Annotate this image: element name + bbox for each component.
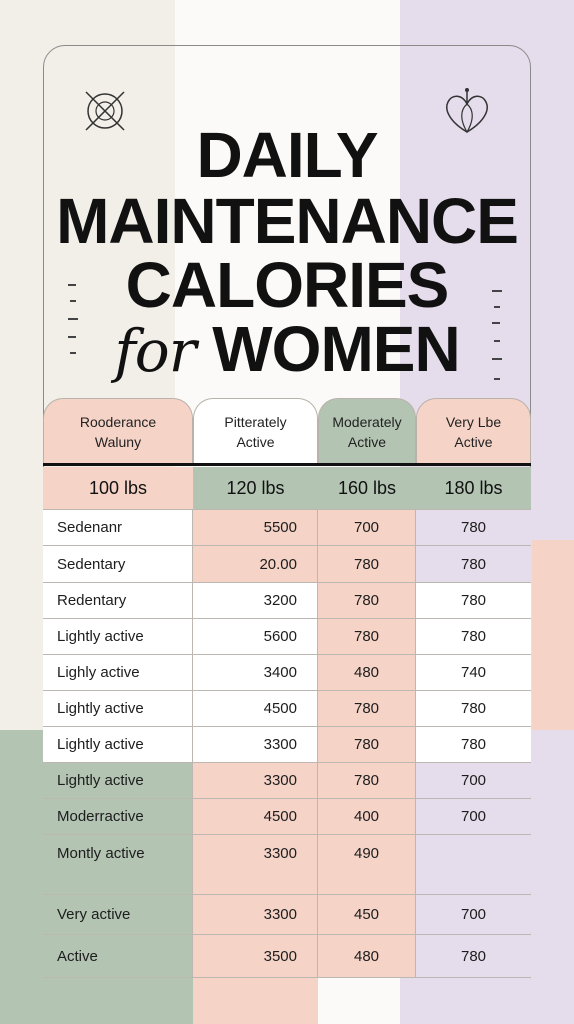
value-col-2: 5600 [193, 619, 318, 654]
value-col-3: 400 [318, 799, 416, 834]
activity-label: Very active [43, 895, 193, 934]
activity-label: Lightly active [43, 691, 193, 726]
table-header-row: Rooderance Waluny Pitterately Active Mod… [43, 398, 531, 464]
header-col-1: Rooderance Waluny [43, 398, 193, 464]
table-row: Redentary 3200 780 780 [43, 582, 531, 618]
weight-col-1: 100 lbs [43, 467, 193, 509]
value-col-4: 780 [416, 691, 531, 726]
value-col-2: 3300 [193, 727, 318, 762]
value-col-4: 700 [416, 895, 531, 934]
value-col-3: 780 [318, 619, 416, 654]
table-row: Lightly active 3300 780 700 [43, 762, 531, 798]
header-col-2: Pitterately Active [193, 398, 318, 464]
value-col-4: 780 [416, 510, 531, 545]
activity-label: Active [43, 935, 193, 977]
table-row: Active 3500 480 780 [43, 934, 531, 978]
title-line-3: CALORIES [125, 249, 450, 321]
table-row: Sedenanr 5500 700 780 [43, 509, 531, 545]
value-col-3: 780 [318, 727, 416, 762]
activity-label: Montly active [43, 835, 193, 894]
title-line-4: for WOMEN [0, 312, 574, 386]
value-col-3: 480 [318, 935, 416, 977]
weight-col-4: 180 lbs [416, 467, 531, 509]
heart-outline-icon [446, 88, 488, 134]
table-row: Lightly active 3300 780 780 [43, 726, 531, 762]
value-col-3: 780 [318, 546, 416, 582]
weight-col-3: 160 lbs [318, 467, 416, 509]
value-col-4: 740 [416, 655, 531, 690]
activity-label: Lightly active [43, 727, 193, 762]
activity-label: Sedenanr [43, 510, 193, 545]
weight-col-2: 120 lbs [193, 467, 318, 509]
table-row: Very active 3300 450 700 [43, 894, 531, 934]
table-row: Lightly active 4500 780 780 [43, 690, 531, 726]
activity-label: Moderractive [43, 799, 193, 834]
value-col-3: 700 [318, 510, 416, 545]
value-col-2: 3200 [193, 583, 318, 618]
value-col-4 [416, 835, 531, 894]
table-row: Montly active 3300 490 [43, 834, 531, 894]
header-col-3: Moderately Active [318, 398, 416, 464]
value-col-2: 3300 [193, 835, 318, 894]
value-col-4: 780 [416, 727, 531, 762]
value-col-3: 480 [318, 655, 416, 690]
table-row: Sedentary 20.00 780 780 [43, 545, 531, 582]
value-col-4: 780 [416, 935, 531, 977]
value-col-4: 700 [416, 763, 531, 798]
value-col-2: 3300 [193, 895, 318, 934]
table-row: Moderractive 4500 400 700 [43, 798, 531, 834]
activity-label: Sedentary [43, 546, 193, 582]
value-col-3: 490 [318, 835, 416, 894]
title-line-2: MAINTENANCE [56, 185, 519, 257]
activity-label: Lightly active [43, 619, 193, 654]
value-col-2: 4500 [193, 691, 318, 726]
title-line-1: DAILY [196, 119, 378, 191]
header-col-4: Very Lbe Active [416, 398, 531, 464]
table-row: Lightly active 5600 780 780 [43, 618, 531, 654]
header-divider [43, 463, 531, 466]
value-col-2: 5500 [193, 510, 318, 545]
title-for-word: for [114, 317, 196, 385]
value-col-2: 3400 [193, 655, 318, 690]
value-col-4: 780 [416, 619, 531, 654]
value-col-4: 780 [416, 546, 531, 582]
table-row: Lighly active 3400 480 740 [43, 654, 531, 690]
value-col-3: 450 [318, 895, 416, 934]
value-col-3: 780 [318, 691, 416, 726]
weight-row: 100 lbs 120 lbs 160 lbs 180 lbs [43, 467, 531, 509]
value-col-3: 780 [318, 763, 416, 798]
crossed-circle-icon [85, 91, 125, 131]
value-col-4: 700 [416, 799, 531, 834]
activity-label: Lighly active [43, 655, 193, 690]
value-col-2: 4500 [193, 799, 318, 834]
background-peach-strip [532, 540, 574, 730]
value-col-2: 20.00 [193, 546, 318, 582]
value-col-4: 780 [416, 583, 531, 618]
activity-label: Redentary [43, 583, 193, 618]
title-women-word: WOMEN [212, 313, 460, 385]
value-col-3: 780 [318, 583, 416, 618]
value-col-2: 3500 [193, 935, 318, 977]
activity-label: Lightly active [43, 763, 193, 798]
value-col-2: 3300 [193, 763, 318, 798]
